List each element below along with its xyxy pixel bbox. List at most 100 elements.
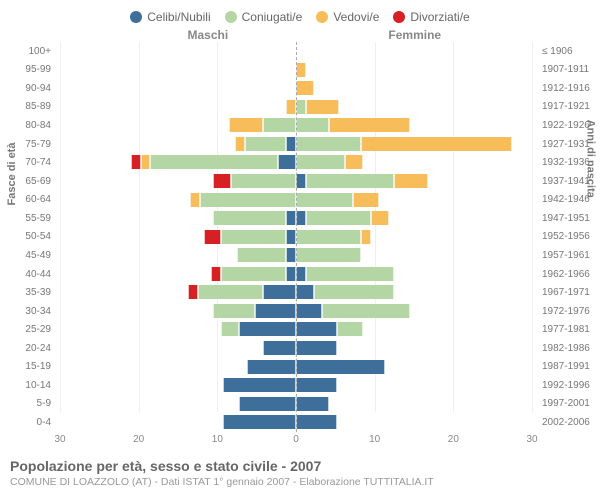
bar-segment	[221, 267, 286, 281]
birth-label: 2002-2006	[538, 417, 600, 428]
age-label: 65-69	[0, 176, 55, 187]
male-bars	[60, 267, 296, 281]
bar-segment	[296, 193, 353, 207]
legend-swatch	[130, 11, 142, 23]
bar-segment	[198, 285, 263, 299]
male-bars	[60, 360, 296, 374]
bar-segment	[306, 100, 339, 114]
birth-label: 1972-1976	[538, 306, 600, 317]
male-bars	[60, 100, 296, 114]
female-bars	[296, 193, 532, 207]
legend-swatch	[316, 11, 328, 23]
bar-segment	[221, 230, 286, 244]
bar-segment	[296, 248, 361, 262]
age-label: 80-84	[0, 120, 55, 131]
bar-segment	[245, 137, 286, 151]
age-row: 45-491957-1961	[0, 246, 600, 265]
bar-segment	[361, 137, 512, 151]
female-bars	[296, 322, 532, 336]
age-row: 100+≤ 1906	[0, 42, 600, 61]
male-bars	[60, 341, 296, 355]
legend-label: Vedovi/e	[333, 10, 379, 24]
age-row: 95-991907-1911	[0, 61, 600, 80]
bar-segment	[213, 174, 231, 188]
male-bars	[60, 285, 296, 299]
bar-segment	[213, 304, 254, 318]
age-row: 50-541952-1956	[0, 228, 600, 247]
bar-segment	[296, 174, 306, 188]
age-row: 55-591947-1951	[0, 209, 600, 228]
age-row: 80-841922-1926	[0, 116, 600, 135]
x-axis: 3020100102030	[60, 432, 532, 452]
birth-label: 1952-1956	[538, 231, 600, 242]
legend-item: Divorziati/e	[393, 10, 469, 24]
female-bars	[296, 118, 532, 132]
legend-item: Celibi/Nubili	[130, 10, 210, 24]
female-bars	[296, 174, 532, 188]
bar-segment	[221, 322, 239, 336]
bar-segment	[296, 378, 337, 392]
bar-segment	[296, 155, 345, 169]
age-label: 40-44	[0, 269, 55, 280]
female-bars	[296, 304, 532, 318]
zero-axis	[296, 42, 297, 432]
birth-label: 1982-1986	[538, 343, 600, 354]
male-bars	[60, 174, 296, 188]
bar-segment	[394, 174, 427, 188]
male-bars	[60, 415, 296, 429]
male-bars	[60, 211, 296, 225]
legend-item: Coniugati/e	[225, 10, 303, 24]
bar-segment	[306, 211, 371, 225]
age-row: 70-741932-1936	[0, 153, 600, 172]
birth-label: 1927-1931	[538, 139, 600, 150]
age-label: 85-89	[0, 101, 55, 112]
age-label: 70-74	[0, 157, 55, 168]
bar-segment	[296, 304, 322, 318]
bar-segment	[296, 230, 361, 244]
bar-segment	[286, 100, 296, 114]
bar-segment	[286, 248, 296, 262]
age-label: 75-79	[0, 139, 55, 150]
x-tick: 30	[526, 434, 537, 445]
age-row: 30-341972-1976	[0, 302, 600, 321]
age-label: 35-39	[0, 287, 55, 298]
bar-segment	[239, 322, 296, 336]
x-tick: 20	[133, 434, 144, 445]
age-label: 10-14	[0, 380, 55, 391]
age-row: 65-691937-1941	[0, 172, 600, 191]
bar-segment	[223, 378, 296, 392]
age-row: 40-441962-1966	[0, 265, 600, 284]
bar-segment	[204, 230, 222, 244]
bar-segment	[188, 285, 198, 299]
male-bars	[60, 397, 296, 411]
bar-segment	[296, 360, 385, 374]
bar-segment	[229, 118, 262, 132]
bar-segment	[296, 137, 361, 151]
legend: Celibi/Nubili Coniugati/e Vedovi/e Divorzia…	[0, 0, 600, 28]
birth-label: 1992-1996	[538, 380, 600, 391]
bar-segment	[200, 193, 296, 207]
male-bars	[60, 44, 296, 58]
female-bars	[296, 397, 532, 411]
bar-segment	[361, 230, 371, 244]
bar-segment	[296, 341, 337, 355]
bar-segment	[296, 285, 314, 299]
bar-segment	[306, 174, 395, 188]
birth-label: 1912-1916	[538, 83, 600, 94]
header-female: Femmine	[297, 28, 534, 42]
female-bars	[296, 285, 532, 299]
birth-label: 1987-1991	[538, 361, 600, 372]
age-row: 25-291977-1981	[0, 320, 600, 339]
population-pyramid-chart: Celibi/Nubili Coniugati/e Vedovi/e Divorzia…	[0, 0, 600, 500]
male-bars	[60, 118, 296, 132]
legend-swatch	[225, 11, 237, 23]
female-bars	[296, 341, 532, 355]
chart-subtitle: COMUNE DI LOAZZOLO (AT) - Dati ISTAT 1° …	[10, 474, 590, 488]
male-bars	[60, 155, 296, 169]
bar-segment	[190, 193, 200, 207]
male-bars	[60, 322, 296, 336]
x-tick: 10	[369, 434, 380, 445]
female-bars	[296, 81, 532, 95]
female-bars	[296, 211, 532, 225]
bar-segment	[337, 322, 363, 336]
